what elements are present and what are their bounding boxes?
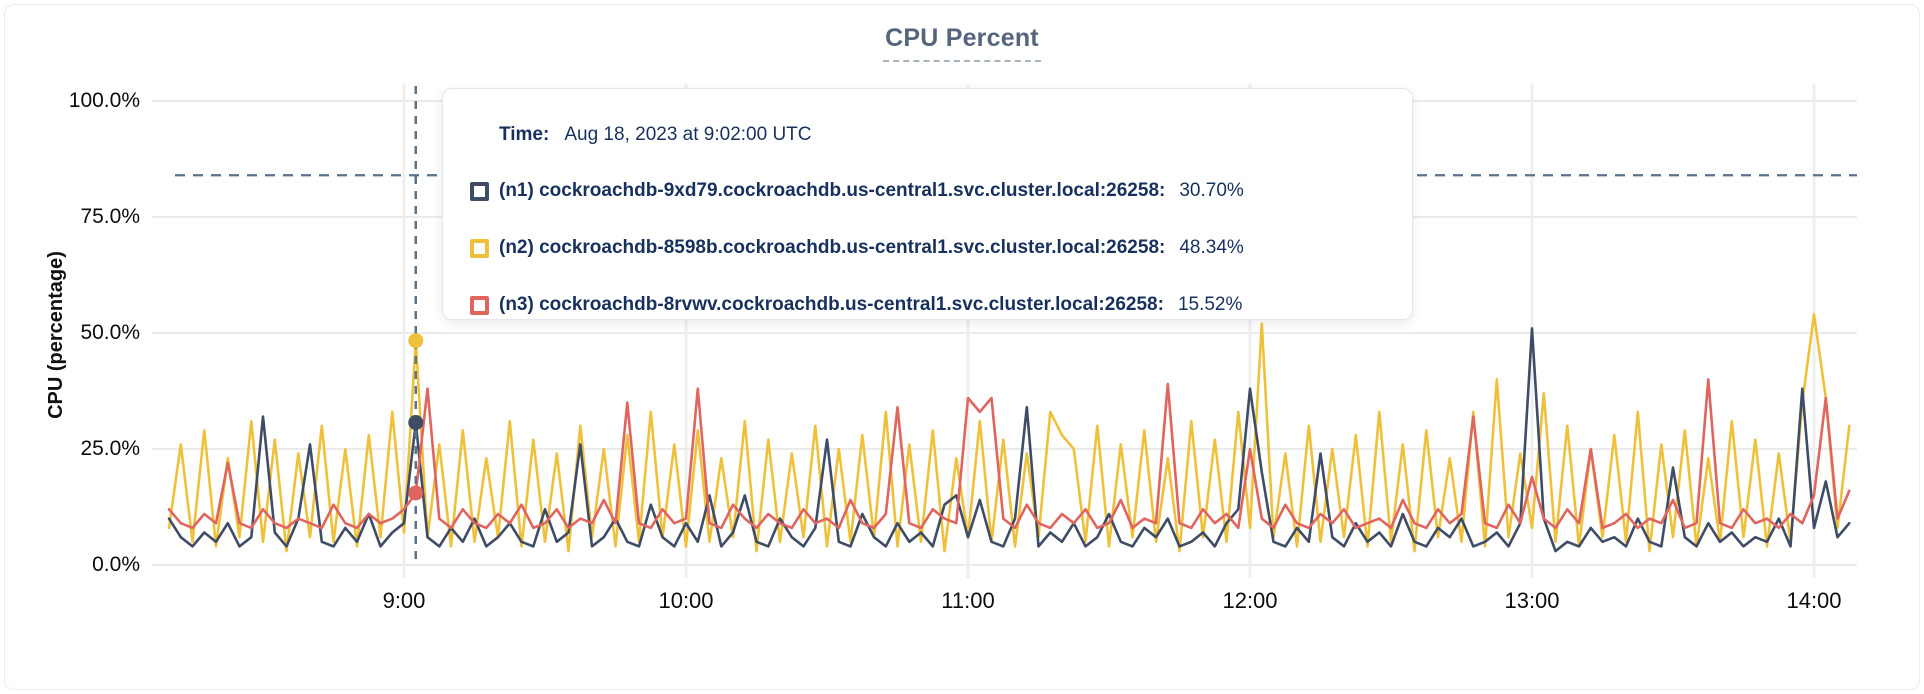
tooltip-series-row-n3: (n3) cockroachdb-8rvwv.cockroachdb.us-ce…: [470, 289, 1392, 321]
tooltip-n2-value: 48.34%: [1179, 237, 1244, 258]
y-tick-label: 25.0%: [80, 437, 140, 460]
x-tick-label: 9:00: [382, 588, 426, 613]
hover-dot-n3: [408, 485, 424, 501]
chart-title[interactable]: CPU Percent: [883, 24, 1041, 62]
tooltip-series-row-n2: (n2) cockroachdb-8598b.cockroachdb.us-ce…: [470, 232, 1392, 264]
tooltip-time-row: Time: Aug 18, 2023 at 9:02:00 UTC: [499, 121, 1392, 149]
x-tick-label: 11:00: [941, 588, 995, 613]
tooltip-n3-label: (n3) cockroachdb-8rvwv.cockroachdb.us-ce…: [499, 294, 1164, 315]
y-tick-label: 75.0%: [80, 205, 140, 228]
tooltip-time-label: Time:: [499, 124, 550, 145]
n1-series-swatch-icon: [470, 181, 489, 201]
tooltip-time-value: Aug 18, 2023 at 9:02:00 UTC: [564, 124, 812, 145]
hover-tooltip: Time: Aug 18, 2023 at 9:02:00 UTC (n1) c…: [442, 88, 1413, 320]
n2-series-swatch-icon: [470, 238, 489, 258]
n3-series-swatch-icon: [470, 295, 489, 315]
x-tick-label: 14:00: [1786, 588, 1842, 613]
x-tick-label: 12:00: [1222, 588, 1278, 613]
x-tick-label: 10:00: [658, 588, 714, 613]
y-tick-label: 100.0%: [68, 89, 140, 112]
tooltip-n3-value: 15.52%: [1177, 294, 1243, 315]
hover-dot-n2: [408, 333, 424, 349]
tooltip-n1-value: 30.70%: [1179, 180, 1244, 201]
series-line-n2[interactable]: [167, 313, 1851, 553]
tooltip-n1-label: (n1) cockroachdb-9xd79.cockroachdb.us-ce…: [499, 180, 1166, 201]
tooltip-n2-label: (n2) cockroachdb-8598b.cockroachdb.us-ce…: [499, 237, 1166, 258]
series-line-n3[interactable]: [167, 378, 1851, 530]
y-tick-label: 50.0%: [80, 321, 140, 344]
hover-dot-n1: [408, 415, 424, 431]
y-tick-label: 0.0%: [92, 553, 140, 576]
series-line-n1[interactable]: [167, 327, 1851, 553]
chart-title-wrap: CPU Percent: [0, 24, 1924, 62]
tooltip-series-row-n1: (n1) cockroachdb-9xd79.cockroachdb.us-ce…: [470, 175, 1392, 207]
x-tick-label: 13:00: [1504, 588, 1560, 613]
